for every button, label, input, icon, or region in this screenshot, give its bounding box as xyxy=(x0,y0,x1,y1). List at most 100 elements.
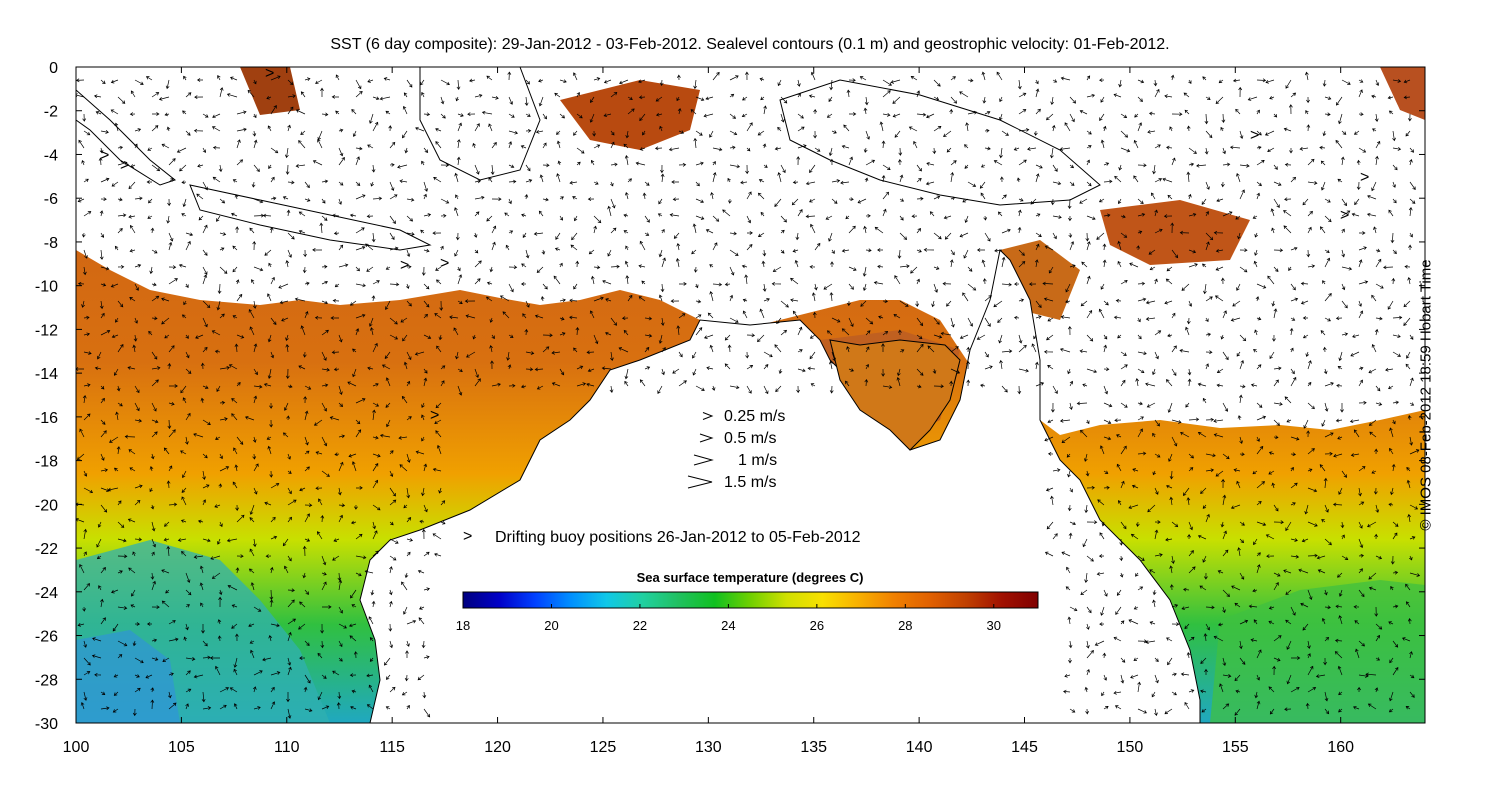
velocity-arrow xyxy=(627,96,633,100)
velocity-arrow xyxy=(219,466,230,472)
velocity-arrow xyxy=(644,366,651,370)
velocity-arrow xyxy=(231,413,238,421)
velocity-arrow xyxy=(1149,621,1156,625)
velocity-arrow xyxy=(740,180,748,185)
velocity-arrow xyxy=(623,143,629,149)
velocity-arrow xyxy=(389,566,393,574)
velocity-arrow xyxy=(1120,351,1127,356)
velocity-arrow xyxy=(114,122,119,132)
velocity-arrow xyxy=(253,384,263,389)
velocity-arrow xyxy=(573,130,578,136)
velocity-arrow xyxy=(1197,534,1207,540)
velocity-arrow xyxy=(355,245,366,251)
velocity-arrow xyxy=(457,113,464,117)
velocity-arrow xyxy=(1316,555,1326,560)
velocity-arrow xyxy=(1128,619,1139,625)
velocity-arrow xyxy=(1171,622,1180,627)
velocity-arrow xyxy=(865,130,870,140)
velocity-arrow xyxy=(1199,585,1207,591)
velocity-arrow xyxy=(250,649,255,659)
velocity-arrow xyxy=(813,108,818,115)
velocity-arrow xyxy=(77,281,85,286)
velocity-arrow xyxy=(252,300,257,309)
velocity-arrow xyxy=(1213,230,1224,235)
velocity-arrow xyxy=(247,89,255,98)
velocity-arrow xyxy=(998,334,1003,344)
velocity-arrow xyxy=(489,266,494,273)
velocity-arrow xyxy=(406,380,411,387)
velocity-arrow xyxy=(78,139,85,149)
velocity-arrow xyxy=(1341,79,1351,85)
velocity-arrow xyxy=(593,334,599,345)
velocity-arrow xyxy=(1013,147,1020,151)
velocity-arrow xyxy=(559,262,563,268)
velocity-arrow xyxy=(295,109,306,115)
velocity-arrow xyxy=(219,365,230,370)
velocity-arrow xyxy=(1324,605,1331,610)
velocity-arrow xyxy=(846,346,850,353)
velocity-arrow xyxy=(1324,293,1332,302)
velocity-arrow xyxy=(285,164,290,175)
velocity-arrow xyxy=(964,215,969,224)
velocity-arrow xyxy=(364,569,374,574)
velocity-arrow xyxy=(587,368,595,373)
velocity-arrow xyxy=(1204,668,1208,675)
velocity-arrow xyxy=(253,343,258,353)
velocity-arrow xyxy=(366,704,374,710)
velocity-arrow xyxy=(349,673,357,678)
colorbar-tick-label: 26 xyxy=(810,618,824,633)
velocity-arrow xyxy=(304,310,309,319)
velocity-arrow xyxy=(330,316,339,320)
velocity-arrow xyxy=(1129,262,1139,268)
velocity-arrow xyxy=(83,413,91,421)
velocity-arrow xyxy=(338,181,344,186)
velocity-arrow xyxy=(796,156,801,166)
velocity-arrow xyxy=(474,368,479,379)
velocity-arrow xyxy=(897,159,902,166)
green-water-east xyxy=(1210,580,1425,723)
velocity-arrow xyxy=(1119,538,1124,546)
x-tick-label: 130 xyxy=(695,739,722,756)
velocity-arrow xyxy=(882,208,887,217)
velocity-arrow xyxy=(1264,130,1275,136)
velocity-arrow xyxy=(151,249,158,254)
velocity-arrow xyxy=(916,164,922,172)
velocity-arrow xyxy=(481,110,493,115)
velocity-arrow xyxy=(332,555,340,561)
velocity-arrow xyxy=(83,528,88,540)
velocity-arrow xyxy=(848,368,854,372)
velocity-arrow xyxy=(1409,334,1414,340)
velocity-arrow xyxy=(269,566,274,574)
velocity-arrow xyxy=(406,551,411,557)
velocity-arrow xyxy=(1409,181,1416,191)
velocity-arrow xyxy=(1222,162,1231,167)
velocity-arrow xyxy=(367,79,374,83)
velocity-arrow xyxy=(1205,296,1213,302)
velocity-arrow xyxy=(150,453,155,460)
velocity-arrow xyxy=(202,113,209,118)
velocity-arrow xyxy=(250,582,255,591)
velocity-arrow xyxy=(1392,164,1398,171)
velocity-arrow xyxy=(406,197,415,202)
velocity-arrow xyxy=(1137,297,1147,302)
velocity-arrow xyxy=(472,334,477,340)
velocity-arrow xyxy=(573,347,578,353)
velocity-arrow xyxy=(1035,164,1043,169)
velocity-arrow xyxy=(253,487,258,495)
velocity-arrow xyxy=(1100,139,1105,149)
velocity-arrow xyxy=(695,161,704,166)
velocity-arrow xyxy=(554,92,561,98)
velocity-arrow xyxy=(1203,283,1207,295)
velocity-arrow xyxy=(177,538,187,542)
buoy-marker: > xyxy=(440,255,449,272)
velocity-arrow xyxy=(1256,316,1262,321)
velocity-arrow xyxy=(1315,674,1326,679)
velocity-arrow xyxy=(406,487,411,499)
velocity-arrow xyxy=(1367,521,1377,528)
velocity-arrow xyxy=(117,264,125,269)
velocity-arrow xyxy=(150,687,155,693)
velocity-arrow xyxy=(457,266,461,272)
velocity-arrow xyxy=(1403,317,1411,327)
velocity-arrow xyxy=(1100,283,1105,290)
velocity-arrow xyxy=(829,385,834,394)
